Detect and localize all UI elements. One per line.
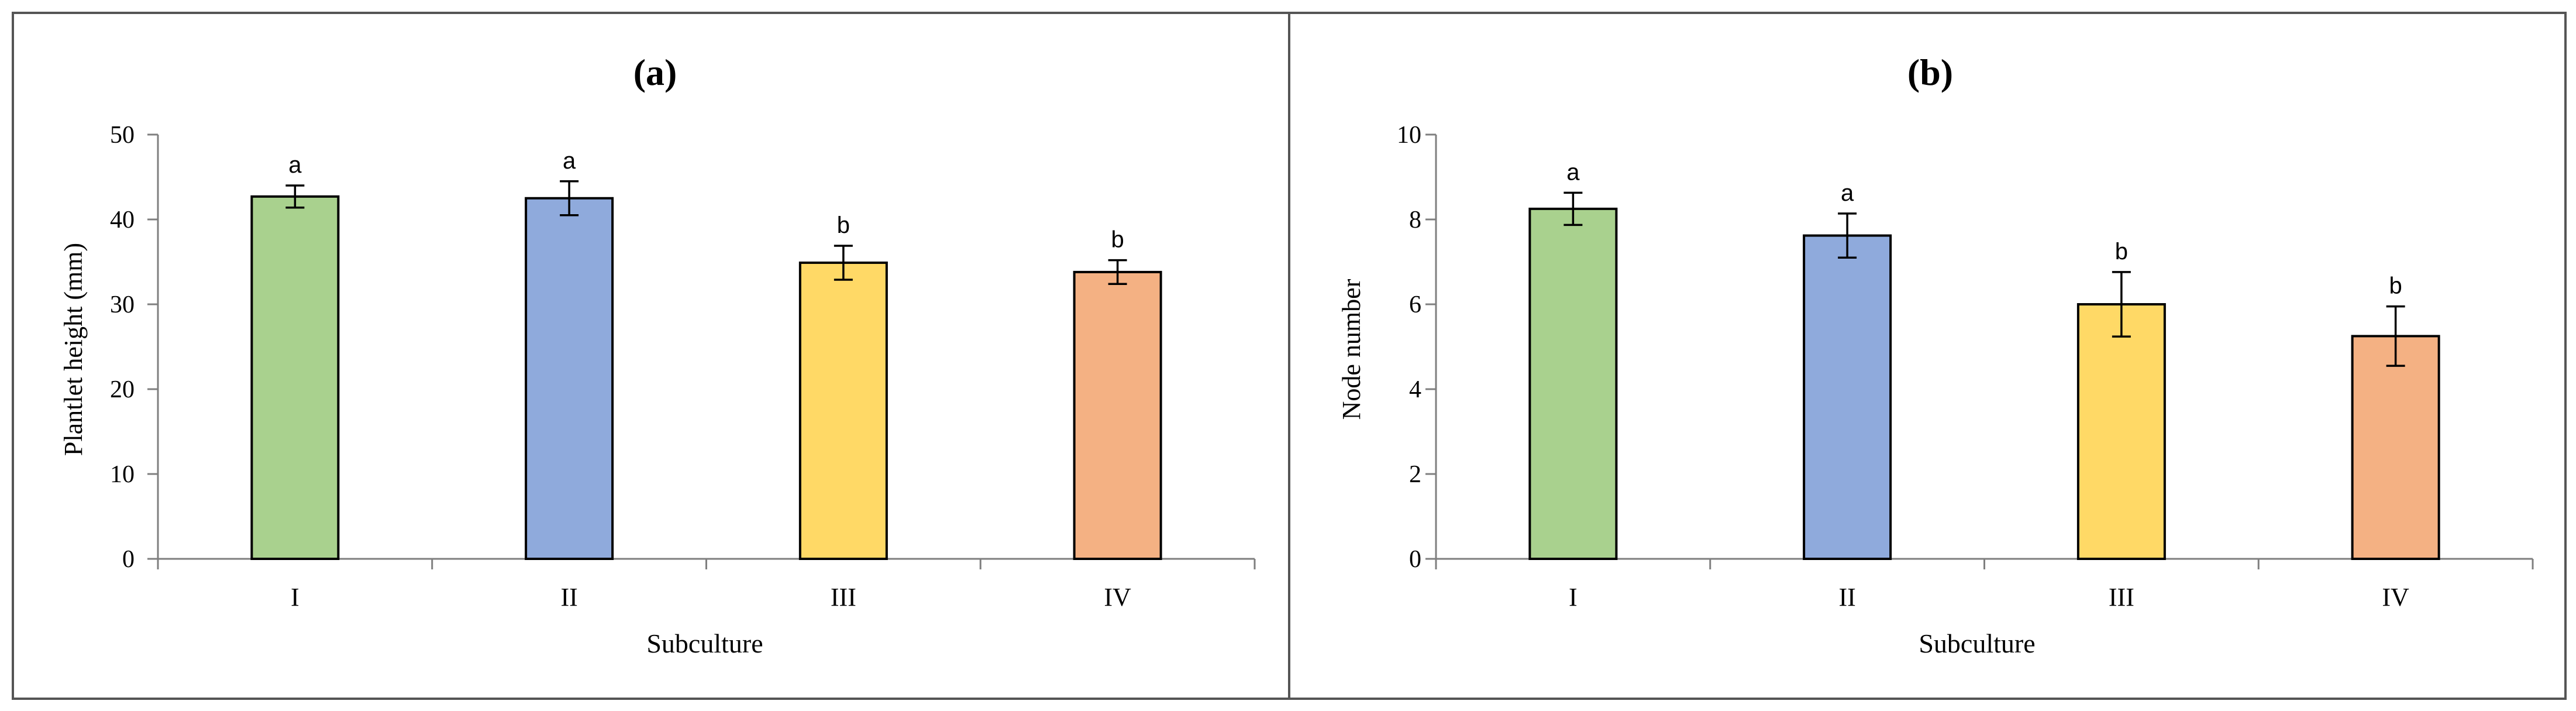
panel-b-x-axis-label: Subculture	[1919, 628, 2035, 658]
panel-a-significance-labels: a a b b	[288, 148, 1124, 253]
panel-b-bar	[2351, 335, 2440, 560]
panel-b-title: (b)	[1907, 51, 1953, 93]
panel-a: (a) Plantlet height (mm) Subculture 0 10…	[12, 12, 1290, 700]
panel-b-significance-label: b	[2389, 273, 2402, 299]
panel-b-x-tick-label: III	[2109, 583, 2134, 612]
panel-b-y-axis-label: Node number	[1337, 279, 1366, 420]
panel-a-significance-label: b	[1111, 227, 1124, 253]
panel-b-bar	[1528, 207, 1618, 560]
panel-a-x-tick-labels: I II III IV	[291, 583, 1131, 612]
panel-a-bar	[250, 195, 340, 561]
panel-b-x-tick-label: I	[1569, 583, 1578, 612]
panel-a-y-axis-label: Plantlet height (mm)	[59, 243, 88, 456]
panel-b-border	[1288, 12, 2567, 700]
panel-b-x-tick-label: II	[1838, 583, 1855, 612]
panel-a-significance-label: b	[837, 212, 850, 238]
panel-b-x-tick-label: IV	[2382, 583, 2409, 612]
panel-b: (b) Node number Subculture 0 2 4 6 8 10 …	[1288, 12, 2567, 700]
panel-b-y-tick-label: 2	[1409, 461, 1421, 488]
panel-b-significance-labels: a a b b	[1566, 159, 2402, 298]
panel-b-y-tick-labels: 0 2 4 6 8 10	[1397, 122, 1421, 573]
panel-a-marks	[147, 133, 1256, 569]
panel-b-y-tick-label: 6	[1409, 291, 1421, 318]
panel-a-x-tick-label: II	[560, 583, 577, 612]
panel-b-significance-label: b	[2115, 239, 2128, 265]
panel-b-y-tick-label: 8	[1409, 207, 1421, 233]
panel-b-significance-label: a	[1841, 180, 1854, 206]
panel-a-bar	[525, 197, 614, 560]
panel-a-x-tick-label: I	[291, 583, 299, 612]
panel-b-bar	[1803, 234, 1892, 560]
panel-a-bar	[1073, 270, 1162, 560]
panel-a-x-tick-label: III	[831, 583, 856, 612]
panel-a-y-tick-label: 40	[110, 207, 135, 233]
panel-a-significance-label: a	[288, 152, 302, 178]
panel-a-y-tick-label: 0	[122, 546, 135, 573]
panel-a-significance-label: a	[563, 148, 576, 174]
panel-b-y-tick-label: 0	[1409, 546, 1421, 573]
panel-a-bar	[798, 261, 888, 560]
panel-a-x-tick-label: IV	[1104, 583, 1131, 612]
panel-b-y-tick-label: 4	[1409, 376, 1421, 403]
panel-b-x-tick-labels: I II III IV	[1569, 583, 2409, 612]
panel-b-bar	[2076, 303, 2166, 560]
panel-b-marks	[1425, 133, 2534, 569]
panel-a-title: (a)	[633, 51, 677, 93]
panel-b-y-tick-label: 10	[1397, 122, 1421, 149]
panel-a-y-tick-label: 50	[110, 122, 135, 149]
panel-a-y-tick-label: 10	[110, 461, 135, 488]
panel-a-x-axis-label: Subculture	[646, 628, 763, 658]
panel-a-y-tick-labels: 0 10 20 30 40 50	[110, 122, 135, 573]
panel-a-y-tick-label: 20	[110, 376, 135, 403]
panel-a-y-tick-label: 30	[110, 291, 135, 318]
panel-b-significance-label: a	[1566, 159, 1580, 185]
